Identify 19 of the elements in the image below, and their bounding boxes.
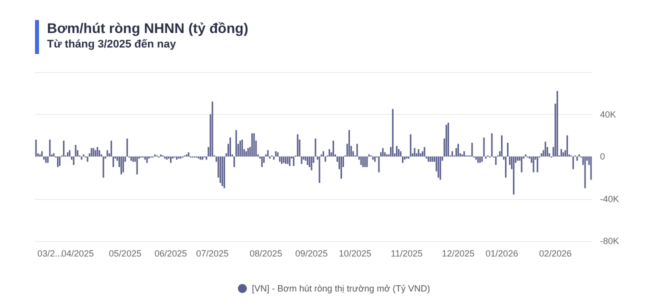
x-tick-label: 12/2025 [442, 248, 474, 258]
y-tick-label: 0 [600, 152, 606, 162]
y-tick-label: -80K [600, 236, 620, 246]
x-tick-label: 09/2025 [295, 248, 328, 258]
x-tick-label: 03/2... [37, 248, 62, 258]
chart-title: Bơm/hút ròng NHNN (tỷ đồng) [47, 20, 248, 36]
y-tick-label: 40K [600, 109, 616, 120]
legend-label: [VN] - Bơm hút ròng thị trường mở (Tỷ VND) [252, 284, 430, 294]
chart-subtitle: Từ tháng 3/2025 đến nay [47, 38, 177, 50]
x-tick-label: 02/2026 [539, 248, 572, 258]
x-tick-label: 10/2025 [338, 248, 372, 258]
x-tick-label: 08/2025 [250, 248, 282, 258]
x-tick-label: 07/2025 [196, 248, 229, 258]
x-tick-label: 04/2025 [61, 248, 94, 258]
x-tick-label: 05/2025 [108, 248, 142, 258]
x-tick-label: 01/2026 [486, 248, 518, 258]
y-tick-label: -40K [600, 194, 620, 204]
x-tick-label: 11/2025 [390, 248, 423, 258]
x-tick-label: 06/2025 [154, 248, 188, 258]
